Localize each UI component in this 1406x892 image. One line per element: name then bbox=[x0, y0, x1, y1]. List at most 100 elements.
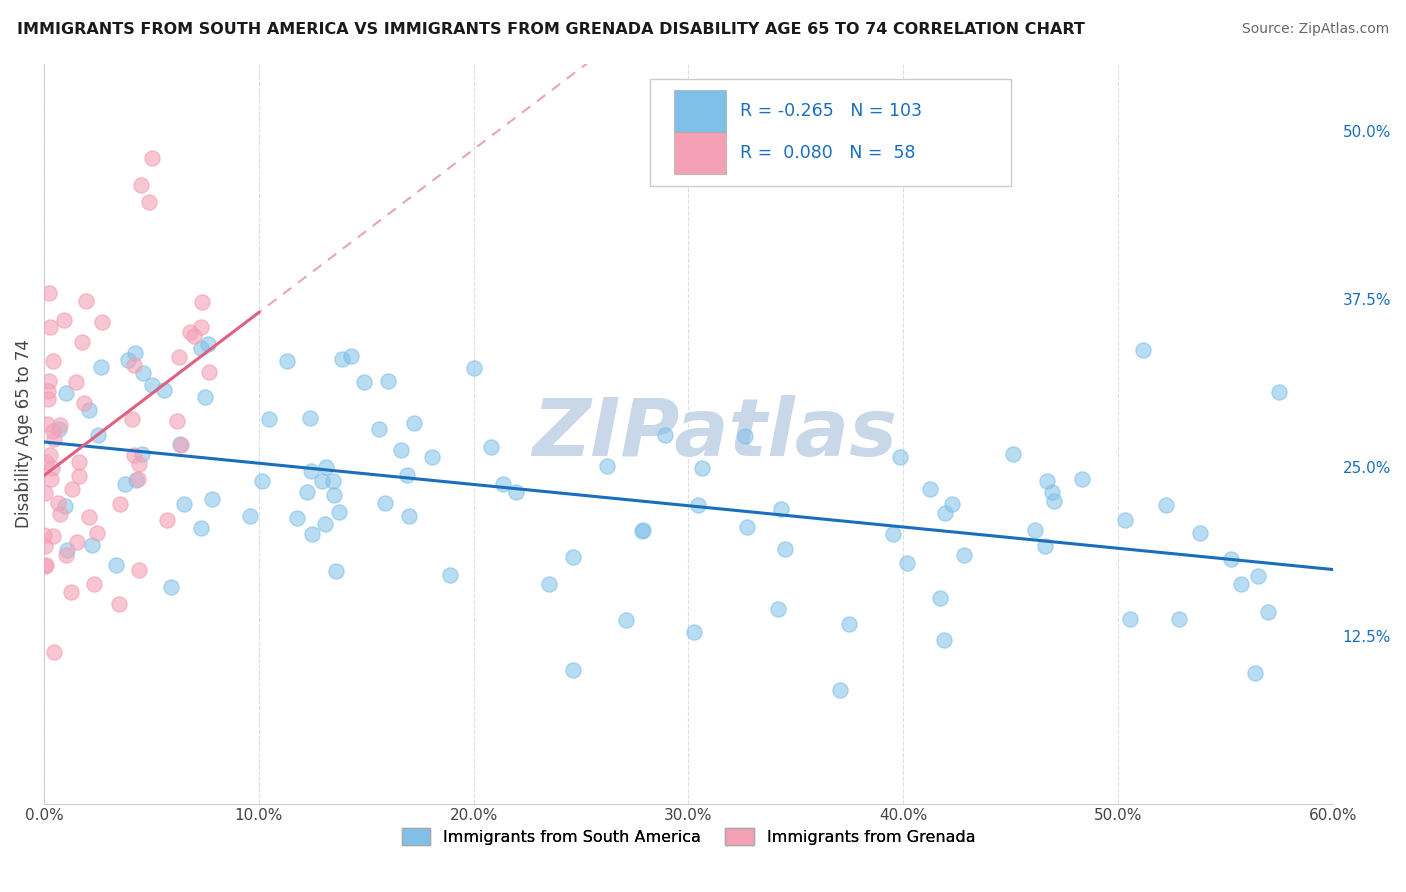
Point bbox=[201, 492, 224, 507]
Point bbox=[141, 151, 163, 165]
Point bbox=[105, 558, 128, 572]
Point bbox=[117, 352, 139, 367]
Point bbox=[690, 461, 713, 475]
Point bbox=[131, 447, 153, 461]
Point bbox=[49, 507, 72, 521]
Point bbox=[1002, 447, 1025, 461]
Point bbox=[129, 178, 152, 192]
Point bbox=[35, 417, 58, 431]
Point bbox=[48, 422, 70, 436]
Point bbox=[170, 438, 193, 452]
Point bbox=[929, 591, 952, 605]
Point bbox=[252, 474, 274, 488]
Legend: Immigrants from South America, Immigrants from Grenada: Immigrants from South America, Immigrant… bbox=[395, 822, 981, 851]
Point bbox=[83, 577, 105, 591]
Point bbox=[395, 467, 418, 482]
Point bbox=[108, 598, 131, 612]
Text: R =  0.080   N =  58: R = 0.080 N = 58 bbox=[740, 144, 915, 161]
Point bbox=[402, 416, 425, 430]
Point bbox=[314, 517, 336, 532]
Point bbox=[86, 526, 108, 541]
Point bbox=[631, 524, 654, 539]
Point bbox=[56, 543, 79, 558]
Point bbox=[190, 319, 212, 334]
Point bbox=[35, 558, 58, 572]
Point bbox=[128, 457, 150, 471]
Point bbox=[90, 360, 112, 375]
Point bbox=[735, 520, 758, 534]
Point bbox=[132, 366, 155, 380]
Text: IMMIGRANTS FROM SOUTH AMERICA VS IMMIGRANTS FROM GRENADA DISABILITY AGE 65 TO 74: IMMIGRANTS FROM SOUTH AMERICA VS IMMIGRA… bbox=[17, 22, 1085, 37]
Point bbox=[49, 418, 72, 433]
Point bbox=[766, 602, 789, 616]
Point bbox=[1114, 513, 1136, 527]
Point bbox=[1042, 485, 1064, 500]
Point bbox=[179, 326, 201, 340]
Point bbox=[62, 482, 84, 496]
Point bbox=[1035, 539, 1057, 553]
Point bbox=[138, 195, 160, 210]
Point bbox=[87, 427, 110, 442]
Point bbox=[38, 448, 60, 462]
Point bbox=[65, 375, 87, 389]
Point bbox=[1154, 499, 1177, 513]
Point bbox=[59, 585, 82, 599]
Point bbox=[562, 550, 585, 565]
Point bbox=[1268, 385, 1291, 400]
Point bbox=[631, 523, 654, 537]
Point bbox=[492, 477, 515, 491]
Point bbox=[838, 617, 860, 632]
Point bbox=[1042, 493, 1064, 508]
Point bbox=[67, 468, 90, 483]
Point bbox=[55, 386, 77, 401]
Point bbox=[1070, 472, 1092, 486]
Point bbox=[773, 542, 796, 557]
Point bbox=[127, 472, 149, 486]
Point bbox=[38, 285, 60, 300]
Point bbox=[191, 295, 214, 310]
Point bbox=[41, 353, 63, 368]
Point bbox=[295, 484, 318, 499]
Point bbox=[505, 485, 527, 500]
Point bbox=[121, 412, 143, 426]
Point bbox=[38, 320, 60, 334]
Point bbox=[108, 497, 131, 511]
Point bbox=[828, 683, 851, 698]
Point bbox=[538, 577, 561, 591]
Point bbox=[124, 359, 146, 373]
Point bbox=[315, 459, 337, 474]
Point bbox=[882, 526, 904, 541]
Point bbox=[167, 350, 190, 364]
Y-axis label: Disability Age 65 to 74: Disability Age 65 to 74 bbox=[15, 339, 32, 528]
Point bbox=[353, 375, 375, 389]
Point bbox=[368, 422, 391, 436]
Point bbox=[257, 412, 280, 426]
Point bbox=[896, 556, 918, 570]
Point bbox=[169, 437, 191, 451]
Point bbox=[173, 497, 195, 511]
Text: ZIPatlas: ZIPatlas bbox=[531, 395, 897, 473]
Point bbox=[44, 432, 66, 446]
Point bbox=[183, 329, 205, 343]
Point bbox=[562, 663, 585, 677]
Point bbox=[276, 354, 298, 368]
Point bbox=[934, 506, 956, 520]
Point bbox=[332, 352, 354, 367]
Point bbox=[1220, 551, 1243, 566]
Point bbox=[614, 613, 637, 627]
Point bbox=[322, 474, 344, 488]
Point bbox=[239, 508, 262, 523]
Point bbox=[67, 454, 90, 468]
Point bbox=[41, 461, 63, 475]
Point bbox=[340, 349, 363, 363]
Point bbox=[389, 442, 412, 457]
Point bbox=[686, 498, 709, 512]
Point bbox=[42, 645, 65, 659]
Point bbox=[73, 395, 96, 409]
Point bbox=[1168, 611, 1191, 625]
Point bbox=[1119, 612, 1142, 626]
Point bbox=[463, 361, 485, 376]
Point bbox=[325, 564, 347, 578]
Point bbox=[1035, 474, 1057, 488]
Point bbox=[934, 633, 956, 648]
